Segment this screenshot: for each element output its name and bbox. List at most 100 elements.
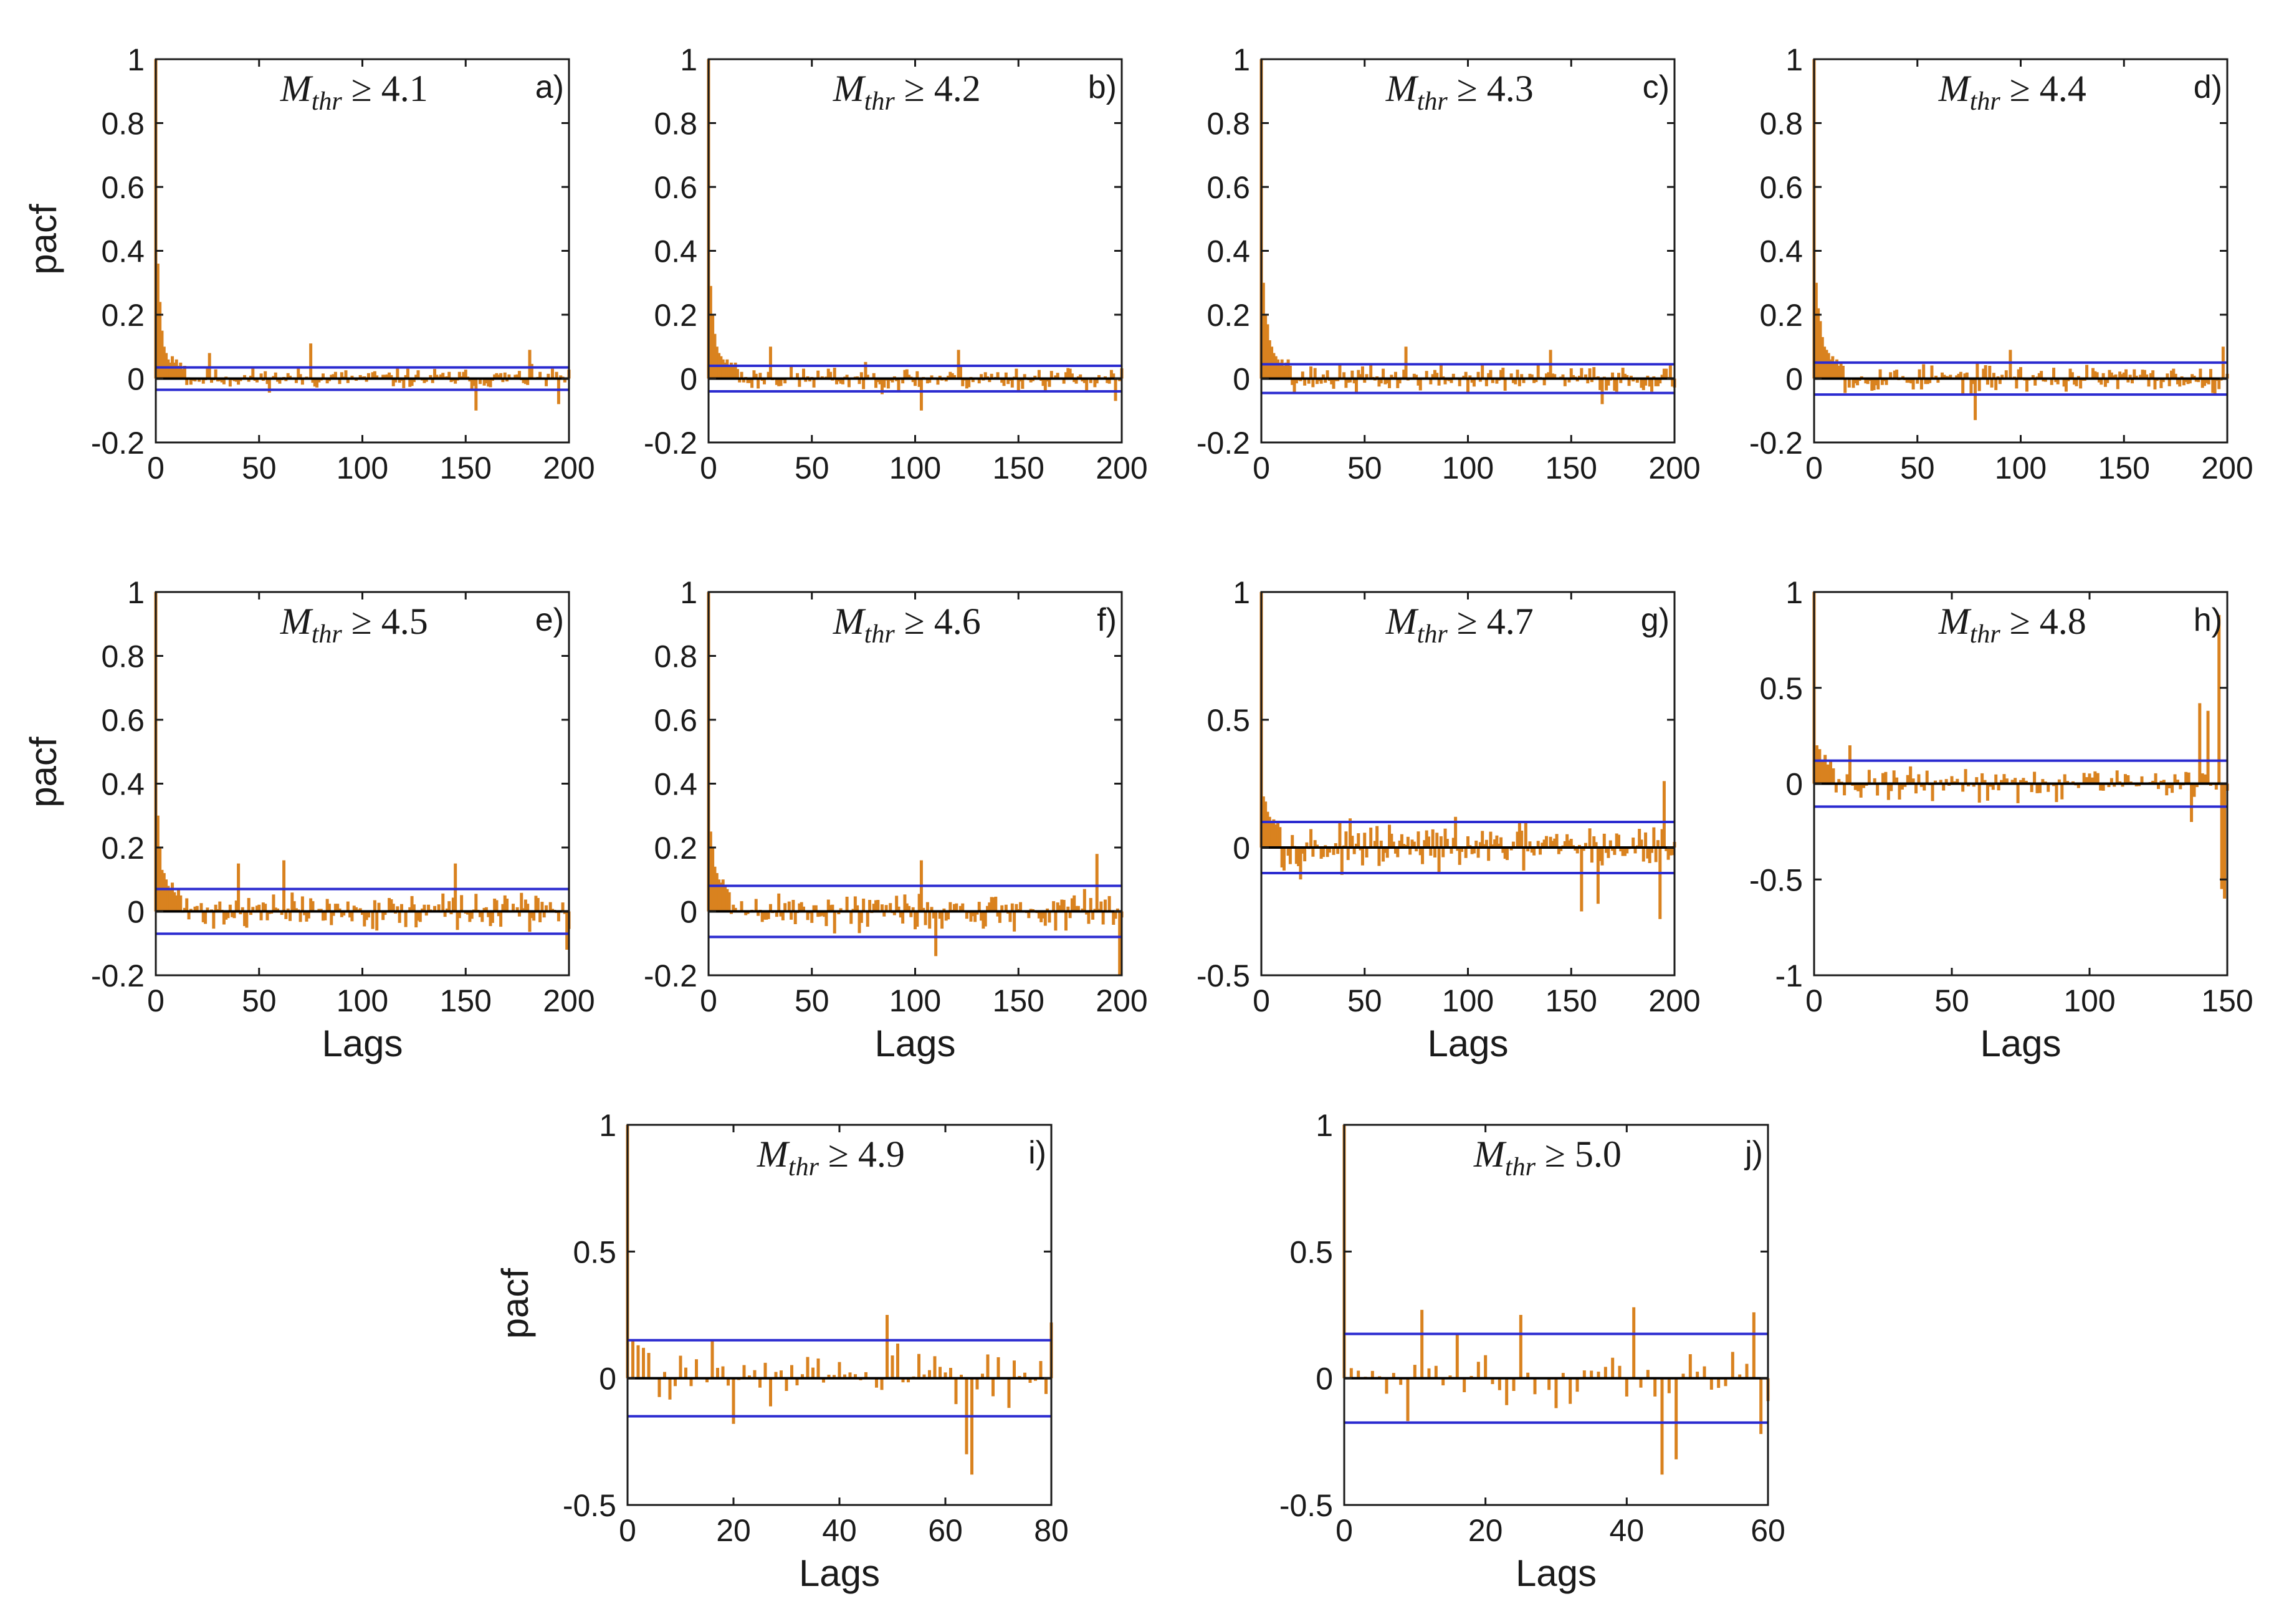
x-tick-label: 0 bbox=[1805, 983, 1823, 1018]
y-tick-label: 1 bbox=[680, 42, 697, 77]
title-threshold: ≥ 5.0 bbox=[1536, 1134, 1622, 1175]
y-tick-label: 1 bbox=[599, 1108, 616, 1143]
title-symbol: M bbox=[280, 68, 313, 109]
axes-frame bbox=[1343, 1124, 1769, 1506]
y-tick-label: 0.8 bbox=[654, 107, 697, 141]
title-subscript: thr bbox=[864, 620, 896, 649]
x-tick-label: 100 bbox=[889, 983, 941, 1018]
y-tick-label: 0 bbox=[1233, 831, 1250, 866]
y-tick-label: 0.6 bbox=[1759, 170, 1803, 205]
threshold-title: Mthr ≥ 4.6 bbox=[833, 601, 981, 649]
title-threshold: ≥ 4.9 bbox=[819, 1134, 905, 1175]
y-tick-label: 0 bbox=[1233, 362, 1250, 397]
title-subscript: thr bbox=[864, 87, 896, 116]
y-tick-label: 0.6 bbox=[1206, 170, 1250, 205]
axes-frame bbox=[155, 58, 570, 444]
title-subscript: thr bbox=[312, 87, 343, 116]
x-tick-label: 50 bbox=[1347, 451, 1382, 485]
panel-label: a) bbox=[535, 69, 564, 105]
y-tick-label: 0 bbox=[1316, 1362, 1333, 1397]
x-tick-label: 0 bbox=[1253, 451, 1270, 485]
y-tick-label: 1 bbox=[1785, 575, 1803, 610]
y-tick-label: -0.2 bbox=[91, 426, 145, 461]
x-tick-label: 20 bbox=[1468, 1513, 1503, 1548]
x-tick-label: 50 bbox=[1934, 983, 1969, 1018]
axes-frame bbox=[155, 591, 570, 977]
x-tick-label: 40 bbox=[822, 1513, 857, 1548]
y-tick-label: -0.5 bbox=[563, 1488, 616, 1523]
x-tick-label: 150 bbox=[1546, 451, 1597, 485]
x-axis-label: Lags bbox=[322, 1023, 403, 1064]
y-tick-label: -0.5 bbox=[1749, 862, 1803, 897]
title-threshold: ≥ 4.4 bbox=[2000, 68, 2086, 109]
y-tick-label: 0.4 bbox=[654, 234, 697, 269]
y-tick-label: 0.6 bbox=[654, 703, 697, 738]
y-tick-label: 0 bbox=[127, 895, 145, 930]
panel-label: f) bbox=[1097, 602, 1117, 638]
x-axis-label: Lags bbox=[799, 1552, 880, 1594]
threshold-title: Mthr ≥ 5.0 bbox=[1473, 1134, 1622, 1182]
y-tick-label: 0.5 bbox=[573, 1235, 616, 1269]
x-tick-label: 100 bbox=[1995, 451, 2047, 485]
x-tick-label: 100 bbox=[889, 451, 941, 485]
y-axis-label: pacf bbox=[494, 1268, 536, 1339]
panel-label: c) bbox=[1643, 69, 1670, 105]
x-tick-label: 0 bbox=[147, 983, 165, 1018]
y-tick-label: 0 bbox=[680, 362, 697, 397]
x-tick-label: 50 bbox=[795, 451, 829, 485]
title-subscript: thr bbox=[1970, 620, 2001, 649]
threshold-title: Mthr ≥ 4.8 bbox=[1938, 601, 2086, 649]
x-axis-label: Lags bbox=[1516, 1552, 1597, 1594]
title-symbol: M bbox=[1938, 68, 1972, 109]
x-tick-label: 100 bbox=[1442, 983, 1494, 1018]
title-symbol: M bbox=[833, 68, 866, 109]
title-subscript: thr bbox=[1417, 620, 1448, 649]
y-tick-label: 1 bbox=[1316, 1108, 1333, 1143]
y-tick-label: 1 bbox=[127, 575, 145, 610]
x-tick-label: 0 bbox=[1253, 983, 1270, 1018]
y-tick-label: 0 bbox=[127, 362, 145, 397]
y-axis-label: pacf bbox=[22, 737, 64, 808]
y-tick-label: 1 bbox=[1233, 575, 1250, 610]
x-tick-label: 50 bbox=[1347, 983, 1382, 1018]
y-tick-label: 0 bbox=[680, 895, 697, 930]
y-tick-label: 0.4 bbox=[101, 767, 145, 802]
threshold-title: Mthr ≥ 4.1 bbox=[280, 68, 428, 116]
title-subscript: thr bbox=[1970, 87, 2001, 116]
y-tick-label: 0.8 bbox=[101, 107, 145, 141]
x-tick-label: 0 bbox=[1805, 451, 1823, 485]
y-tick-label: -0.2 bbox=[644, 958, 697, 993]
y-tick-label: 0.2 bbox=[654, 298, 697, 333]
panel-label: g) bbox=[1641, 602, 1670, 638]
x-tick-label: 200 bbox=[1648, 451, 1700, 485]
x-tick-label: 100 bbox=[2063, 983, 2115, 1018]
x-tick-label: 150 bbox=[1546, 983, 1597, 1018]
y-tick-label: 0.2 bbox=[101, 298, 145, 333]
x-axis-label: Lags bbox=[1427, 1023, 1508, 1064]
y-tick-label: 0.6 bbox=[654, 170, 697, 205]
threshold-title: Mthr ≥ 4.9 bbox=[757, 1134, 905, 1182]
y-tick-label: 0.4 bbox=[654, 767, 697, 802]
title-symbol: M bbox=[1385, 68, 1419, 109]
y-tick-label: 0.2 bbox=[101, 831, 145, 866]
title-threshold: ≥ 4.8 bbox=[2000, 601, 2086, 642]
x-axis-label: Lags bbox=[874, 1023, 955, 1064]
x-tick-label: 100 bbox=[337, 451, 388, 485]
x-tick-label: 150 bbox=[2201, 983, 2253, 1018]
y-tick-label: 0.5 bbox=[1289, 1235, 1333, 1269]
threshold-title: Mthr ≥ 4.7 bbox=[1385, 601, 1534, 649]
x-tick-label: 150 bbox=[440, 983, 492, 1018]
x-tick-label: 0 bbox=[700, 983, 717, 1018]
y-tick-label: 0.4 bbox=[1206, 234, 1250, 269]
x-tick-label: 50 bbox=[795, 983, 829, 1018]
x-tick-label: 50 bbox=[1900, 451, 1935, 485]
panel-label: e) bbox=[535, 602, 564, 638]
axes-frame bbox=[626, 1124, 1053, 1506]
